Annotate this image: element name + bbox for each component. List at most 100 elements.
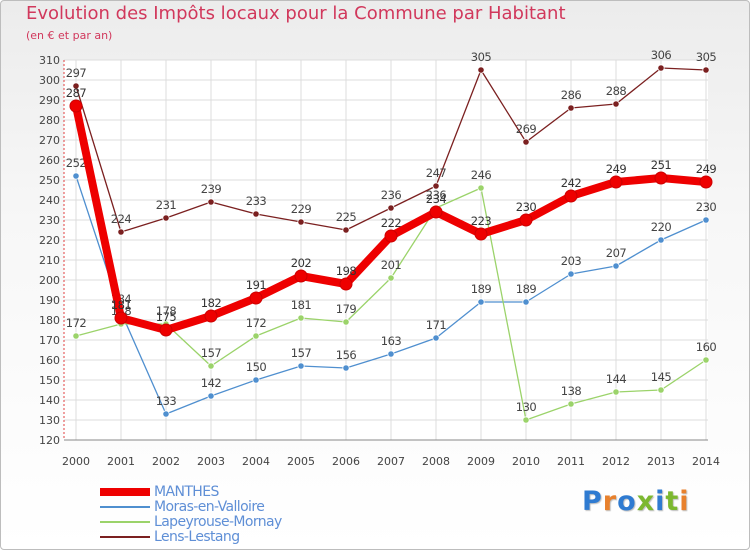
data-point [252,332,260,340]
y-tick-label: 140 [39,394,60,407]
data-label: 239 [201,182,222,196]
data-point [384,229,398,243]
data-point [654,171,668,185]
x-tick-label: 2007 [377,455,405,468]
plot-area [64,60,708,440]
data-point [702,216,710,224]
data-point [432,334,440,342]
data-point [657,236,665,244]
x-tick-label: 2001 [107,455,135,468]
legend-swatch [100,521,150,523]
data-point [249,291,263,305]
data-label: 233 [246,194,267,208]
legend-swatch [100,488,150,496]
data-label: 142 [201,376,222,390]
data-point [159,323,173,337]
x-tick-label: 2008 [422,455,450,468]
data-label: 178 [156,304,177,318]
data-label: 163 [381,334,402,348]
data-label: 223 [471,214,492,228]
legend-label: MANTHES [154,484,219,500]
data-point [297,218,305,226]
data-point [162,410,170,418]
series-manthes: 287 181 175 182 191 202 198 222 234 223 230 242 249 2… [66,86,717,337]
data-point [567,104,575,112]
data-label: 286 [561,88,582,102]
data-label: 133 [156,394,177,408]
data-label: 138 [561,384,582,398]
x-tick-label: 2011 [557,455,585,468]
y-tick-label: 130 [39,414,60,427]
data-point [474,227,488,241]
data-point [339,277,353,291]
data-point [609,175,623,189]
data-point [117,228,125,236]
data-label: 225 [336,210,357,224]
data-point [567,270,575,278]
data-label: 249 [696,162,717,176]
data-label: 191 [246,278,267,292]
y-tick-label: 300 [39,74,60,87]
data-label: 220 [651,220,672,234]
data-label: 203 [561,254,582,268]
x-tick-label: 2012 [602,455,630,468]
data-label: 230 [516,200,537,214]
y-tick-label: 250 [39,174,60,187]
x-tick-label: 2009 [467,455,495,468]
data-point [69,99,83,113]
data-point [522,138,530,146]
y-tick-label: 230 [39,214,60,227]
data-point [162,214,170,222]
y-tick-label: 220 [39,234,60,247]
data-point [702,356,710,364]
data-label: 306 [651,48,672,62]
data-point [387,204,395,212]
data-point [702,66,710,74]
data-label: 242 [561,176,582,190]
series-lens-lestang: 297 224 231 239 233 229 225 236 247 305 269 286 288 3… [66,48,717,236]
x-tick-label: 2005 [287,455,315,468]
data-label: 236 [426,188,447,202]
data-point [297,362,305,370]
x-tick-label: 2004 [242,455,270,468]
y-tick-label: 200 [39,274,60,287]
data-label: 222 [381,216,402,230]
y-tick-label: 170 [39,334,60,347]
data-label: 269 [516,122,537,136]
data-label: 157 [201,346,222,360]
data-label: 201 [381,258,402,272]
legend-swatch [100,536,150,538]
data-point [429,205,443,219]
data-label: 145 [651,370,672,384]
data-point [204,309,218,323]
data-label: 246 [471,168,492,182]
data-point [252,376,260,384]
data-point [72,82,80,90]
y-tick-label: 120 [39,434,60,447]
data-label: 172 [66,316,87,330]
data-point [72,332,80,340]
y-tick-label: 190 [39,294,60,307]
data-label: 202 [291,256,312,270]
data-point [477,66,485,74]
data-label: 224 [111,212,132,226]
y-tick-label: 260 [39,154,60,167]
data-label: 288 [606,84,627,98]
data-point [387,350,395,358]
data-label: 236 [381,188,402,202]
data-point [207,362,215,370]
legend-label: Lens-Lestang [154,529,240,545]
data-point [657,386,665,394]
data-label: 144 [606,372,627,386]
data-point [207,198,215,206]
data-label: 160 [696,340,717,354]
data-label: 189 [471,282,492,296]
y-tick-label: 210 [39,254,60,267]
data-point [72,172,80,180]
data-point [612,100,620,108]
data-point [387,274,395,282]
data-label: 229 [291,202,312,216]
chart-title: Evolution des Impôts locaux pour la Comm… [26,3,566,24]
